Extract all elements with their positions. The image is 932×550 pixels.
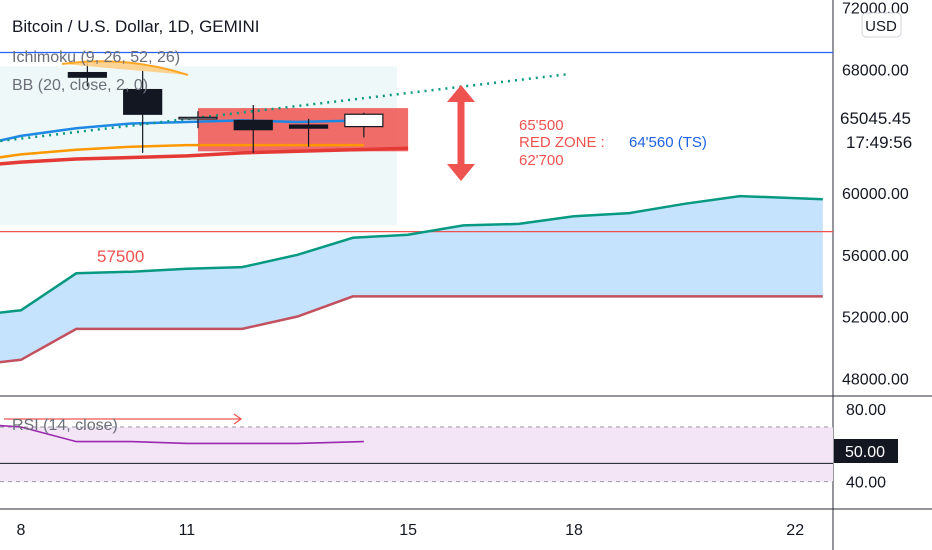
rsi-label[interactable]: RSI (14, close) — [12, 417, 118, 434]
x-tick-label: 22 — [786, 522, 804, 539]
candle-body — [178, 116, 218, 120]
leading-span-b-line — [0, 295, 823, 364]
zone-top-label[interactable]: 65'500 — [519, 117, 564, 134]
y-tick-label: 48000.00 — [842, 371, 909, 388]
candle[interactable] — [288, 118, 329, 147]
rsi-value-badge — [834, 439, 898, 463]
candle[interactable] — [123, 71, 163, 153]
currency-badge-label: USD — [865, 18, 897, 35]
y-tick-label: 60000.00 — [842, 186, 909, 203]
double-arrow-icon[interactable] — [447, 85, 475, 181]
candle-body — [233, 119, 273, 131]
rsi-band — [0, 426, 833, 482]
ts-label[interactable]: 64'560 (TS) — [629, 134, 707, 151]
candle-body — [67, 71, 107, 78]
currency-badge[interactable] — [861, 12, 902, 38]
bb-label[interactable]: BB (20, close, 2, 0) — [12, 77, 148, 94]
kijun-line — [0, 146, 409, 166]
ichimoku-label[interactable]: Ichimoku (9, 26, 52, 26) — [12, 49, 180, 66]
ichimoku-cloud — [0, 196, 823, 363]
ichimoku-lagging-bump — [61, 60, 189, 76]
last-price-label: 65045.45 — [840, 109, 911, 128]
dotted-trend-line[interactable] — [0, 72, 569, 145]
level-57500-label[interactable]: 57500 — [97, 247, 144, 266]
candle-body — [123, 88, 163, 115]
zone-name-label[interactable]: RED ZONE : — [519, 134, 605, 151]
candle[interactable] — [233, 104, 273, 153]
candle-body — [344, 113, 384, 128]
rsi-arrow-line[interactable] — [4, 413, 243, 425]
countdown-label: 17:49:56 — [846, 133, 912, 152]
y-tick-label: 52000.00 — [842, 310, 909, 327]
candle[interactable] — [67, 63, 107, 87]
x-tick-label: 18 — [565, 522, 583, 539]
leading-span-a-line — [0, 194, 823, 314]
rsi-value-label: 50.00 — [845, 444, 885, 461]
rsi-tick-label: 40.00 — [846, 475, 886, 492]
rsi-tick-label: 80.00 — [846, 402, 886, 419]
candle-body — [288, 124, 329, 129]
x-tick-label: 11 — [179, 522, 196, 539]
bb-basis-line — [0, 119, 364, 142]
y-tick-label: 68000.00 — [842, 62, 909, 79]
candle[interactable] — [178, 111, 218, 129]
rsi-line — [0, 424, 364, 445]
x-tick-label: 15 — [399, 522, 417, 539]
zone-bottom-label[interactable]: 62'700 — [519, 152, 564, 169]
candle[interactable] — [344, 112, 384, 138]
y-tick-label: 56000.00 — [842, 248, 909, 265]
symbol-title: Bitcoin / U.S. Dollar, 1D, GEMINI — [12, 17, 260, 36]
x-tick-label: 8 — [17, 522, 26, 539]
bb-lower-line — [0, 143, 364, 159]
